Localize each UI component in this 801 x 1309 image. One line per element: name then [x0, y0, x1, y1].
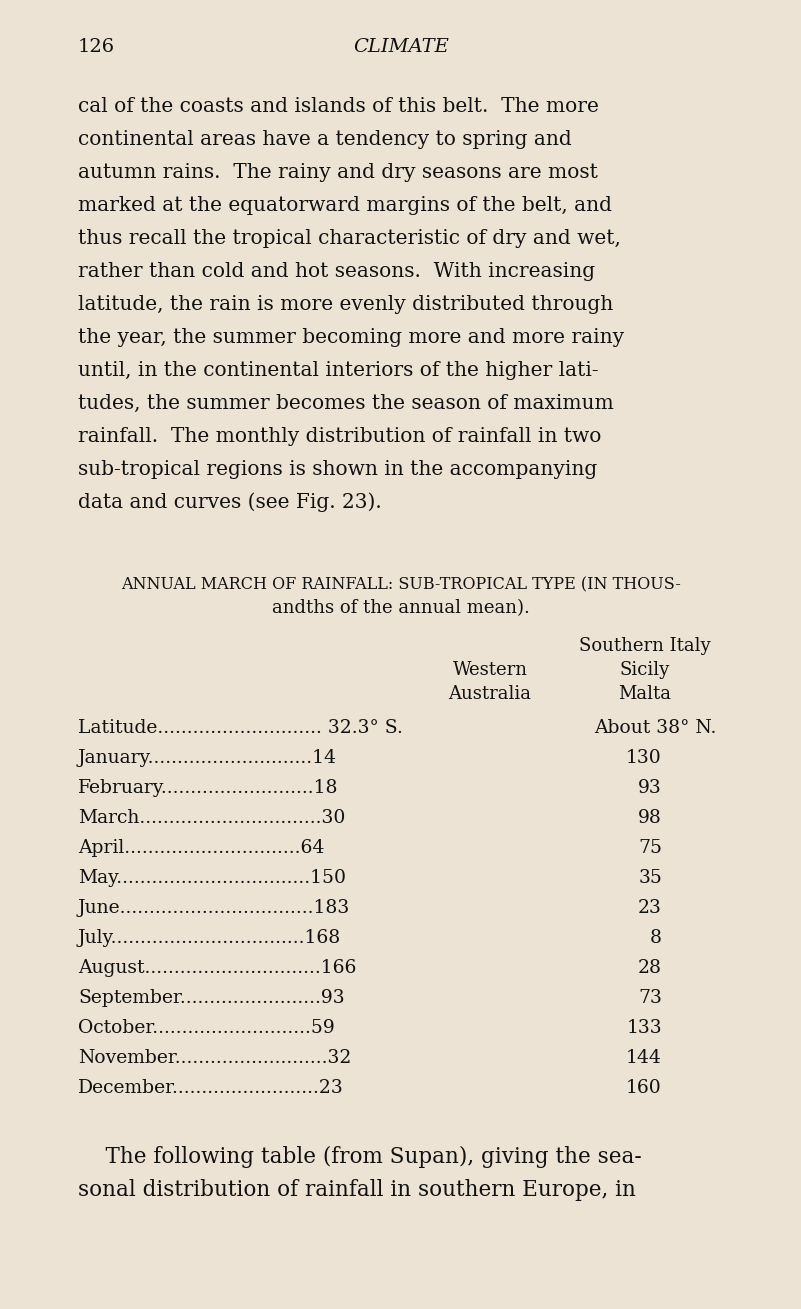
- Text: Sicily: Sicily: [620, 661, 670, 679]
- Text: thus recall the tropical characteristic of dry and wet,: thus recall the tropical characteristic …: [78, 229, 621, 247]
- Text: latitude, the rain is more evenly distributed through: latitude, the rain is more evenly distri…: [78, 295, 614, 314]
- Text: 144: 144: [626, 1049, 662, 1067]
- Text: 126: 126: [78, 38, 115, 56]
- Text: until, in the continental interiors of the higher lati-: until, in the continental interiors of t…: [78, 361, 598, 380]
- Text: 93: 93: [638, 779, 662, 797]
- Text: Southern Italy: Southern Italy: [579, 637, 710, 654]
- Text: June.................................183: June.................................183: [78, 899, 350, 918]
- Text: The following table (from Supan), giving the sea-: The following table (from Supan), giving…: [78, 1145, 642, 1168]
- Text: autumn rains.  The rainy and dry seasons are most: autumn rains. The rainy and dry seasons …: [78, 164, 598, 182]
- Text: rainfall.  The monthly distribution of rainfall in two: rainfall. The monthly distribution of ra…: [78, 427, 602, 446]
- Text: Latitude............................ 32.3° S.: Latitude............................ 32.…: [78, 719, 403, 737]
- Text: About 38° N.: About 38° N.: [594, 719, 716, 737]
- Text: 73: 73: [638, 990, 662, 1007]
- Text: August..............................166: August..............................166: [78, 959, 356, 977]
- Text: September........................93: September........................93: [78, 990, 344, 1007]
- Text: 8: 8: [650, 929, 662, 946]
- Text: 28: 28: [638, 959, 662, 977]
- Text: April..............................64: April..............................64: [78, 839, 324, 857]
- Text: sub-tropical regions is shown in the accompanying: sub-tropical regions is shown in the acc…: [78, 459, 598, 479]
- Text: 98: 98: [638, 809, 662, 827]
- Text: Malta: Malta: [618, 685, 671, 703]
- Text: the year, the summer becoming more and more rainy: the year, the summer becoming more and m…: [78, 329, 624, 347]
- Text: November..........................32: November..........................32: [78, 1049, 352, 1067]
- Text: May.................................150: May.................................150: [78, 869, 346, 888]
- Text: Australia: Australia: [449, 685, 532, 703]
- Text: ANNUAL MARCH OF RAINFALL: SUB-TROPICAL TYPE (IN THOUS-: ANNUAL MARCH OF RAINFALL: SUB-TROPICAL T…: [121, 576, 681, 593]
- Text: 75: 75: [638, 839, 662, 857]
- Text: Western: Western: [453, 661, 528, 679]
- Text: March...............................30: March...............................30: [78, 809, 345, 827]
- Text: October...........................59: October...........................59: [78, 1018, 335, 1037]
- Text: andths of the annual mean).: andths of the annual mean).: [272, 600, 530, 617]
- Text: 133: 133: [626, 1018, 662, 1037]
- Text: rather than cold and hot seasons.  With increasing: rather than cold and hot seasons. With i…: [78, 262, 595, 281]
- Text: January............................14: January............................14: [78, 749, 337, 767]
- Text: cal of the coasts and islands of this belt.  The more: cal of the coasts and islands of this be…: [78, 97, 599, 117]
- Text: continental areas have a tendency to spring and: continental areas have a tendency to spr…: [78, 130, 572, 149]
- Text: CLIMATE: CLIMATE: [353, 38, 449, 56]
- Text: 23: 23: [638, 899, 662, 918]
- Text: data and curves (see Fig. 23).: data and curves (see Fig. 23).: [78, 492, 382, 512]
- Text: July.................................168: July.................................168: [78, 929, 341, 946]
- Text: February..........................18: February..........................18: [78, 779, 339, 797]
- Text: tudes, the summer becomes the season of maximum: tudes, the summer becomes the season of …: [78, 394, 614, 414]
- Text: 130: 130: [626, 749, 662, 767]
- Text: December.........................23: December.........................23: [78, 1079, 344, 1097]
- Text: 160: 160: [626, 1079, 662, 1097]
- Text: sonal distribution of rainfall in southern Europe, in: sonal distribution of rainfall in southe…: [78, 1179, 636, 1200]
- Text: marked at the equatorward margins of the belt, and: marked at the equatorward margins of the…: [78, 196, 612, 215]
- Text: 35: 35: [638, 869, 662, 888]
